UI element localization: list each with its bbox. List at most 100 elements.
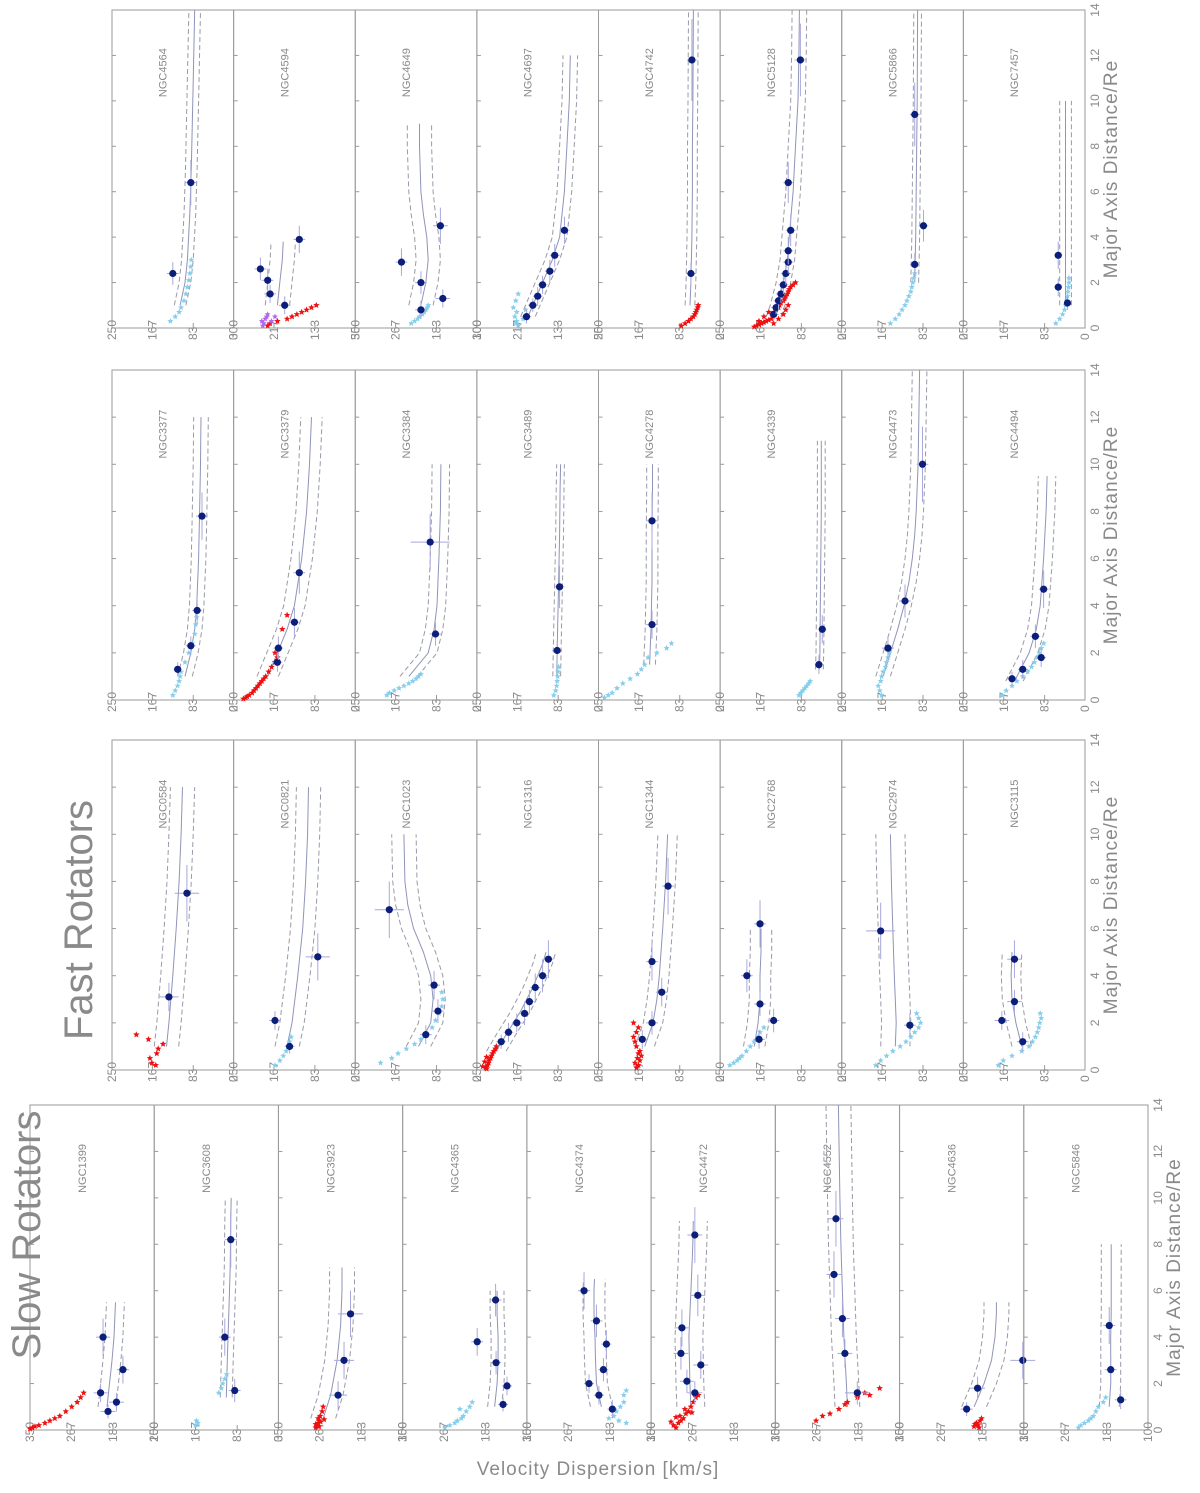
stellar-point-red [978,1415,985,1422]
model-lower-band [185,9,201,306]
dispersion-tick-label: 250 [147,1422,161,1442]
dispersion-tick-label: 250 [105,1062,119,1082]
pn-point [884,644,892,652]
stellar-point-red [682,1410,690,1417]
stellar-point-red [677,1417,685,1424]
model-upper-band [153,787,171,1047]
stellar-point-red [635,1024,642,1031]
stellar-point-red [268,663,275,670]
dispersion-tick-label: 0 [956,1075,970,1082]
distance-tick-label: 14 [1088,733,1102,747]
stellar-point-cyan [730,1059,737,1066]
stellar-point-red [635,1061,642,1068]
stellar-point-red [320,1416,328,1423]
distance-tick-label: 6 [1088,555,1102,562]
stellar-point-cyan [438,989,445,995]
stellar-point-red [672,1424,680,1431]
stellar-point-cyan [1036,1019,1043,1026]
dispersion-tick-label: 167 [145,692,159,712]
stellar-point-cyan [803,682,810,689]
pn-point [555,583,564,591]
pn-point [830,1270,838,1279]
dispersion-tick-label: 0 [348,705,362,712]
model-upper-band [486,951,537,1052]
pn-point [784,247,792,255]
pn-point [417,306,425,314]
model-lower-band [178,787,196,1047]
stellar-point-cyan [878,673,885,679]
dispersion-tick-label: 83 [429,1068,443,1082]
stellar-point-cyan [1065,274,1072,281]
panel-ngc7457: 250 167 83 0 NGC7457 [956,9,1092,340]
stellar-point-cyan [999,692,1006,698]
stellar-point-red [681,320,689,327]
pn-point [198,512,206,520]
stellar-point-red [672,1413,680,1420]
stellar-point-cyan [1034,1029,1041,1035]
stellar-point-cyan [1056,315,1063,322]
stellar-point-cyan [192,1422,199,1428]
stellar-point-cyan [1052,320,1059,326]
dispersion-tick-label: 250 [713,1062,727,1082]
pn-point [99,1333,107,1341]
galaxy-name: NGC1344 [644,780,656,829]
stellar-point-cyan [1100,1398,1107,1405]
stellar-point-cyan [1028,663,1035,670]
pn-point [522,313,531,321]
dispersion-tick-label: 0 [470,1075,484,1082]
pn-point [314,953,322,961]
galaxy-name: NGC4594 [279,48,291,97]
pn-point [513,1019,521,1027]
stellar-point-red [631,1038,639,1045]
pn-point [1105,1321,1113,1330]
stellar-point-red [750,323,758,330]
model-upper-band [399,464,433,677]
stellar-point-cyan [1009,1052,1016,1059]
pn-point [497,1038,505,1046]
stellar-point-cyan [414,315,421,322]
model-upper-band [406,123,417,306]
pn-point [221,1333,229,1341]
stellar-point-red [250,687,258,694]
pn-point [743,972,751,980]
stellar-point-red [256,680,264,687]
stellar-point-cyan [469,1398,476,1405]
stellar-point-cyan [417,1036,424,1042]
stellar-point-red [74,1398,81,1405]
pn-point [169,269,177,278]
stellar-point-purple [271,313,278,320]
stellar-point-red [687,315,695,322]
dispersion-tick-label: 250 [592,1062,606,1082]
dispersion-tick-label: 83 [794,1068,808,1082]
stellar-point-red [765,316,772,323]
stellar-point-cyan [877,1057,884,1064]
stellar-point-red [775,315,782,322]
stellar-point-cyan [554,673,561,679]
dispersion-tick-label: 350 [644,1422,658,1442]
stellar-point-red [638,1052,645,1059]
distance-tick-label: 10 [1088,94,1102,108]
stellar-point-red [685,317,692,324]
pn-point [1010,998,1019,1006]
pn-point [1019,665,1027,673]
stellar-point-cyan [896,311,903,317]
pn-point [525,998,534,1006]
stellar-point-red [77,1394,84,1401]
stellar-point-red [265,668,272,675]
stellar-point-red [789,281,797,288]
stellar-point-cyan [174,682,181,689]
stellar-point-red [46,1417,54,1424]
model-lower-band [654,464,659,665]
stellar-point-red [785,301,792,308]
stellar-point-cyan [377,1059,384,1066]
dispersion-tick-label: 0 [835,705,849,712]
panel-ngc2768: 250 167 83 0 NGC2768 [713,739,849,1082]
panel-ngc4564: 250 167 83 0 NGC4564 [105,9,241,340]
model-upper-band [552,464,558,677]
dispersion-tick-label: 100 [1017,1422,1031,1442]
galaxy-name: NGC4697 [523,48,535,97]
stellar-point-red [153,1050,160,1057]
stellar-point-red [760,313,768,320]
